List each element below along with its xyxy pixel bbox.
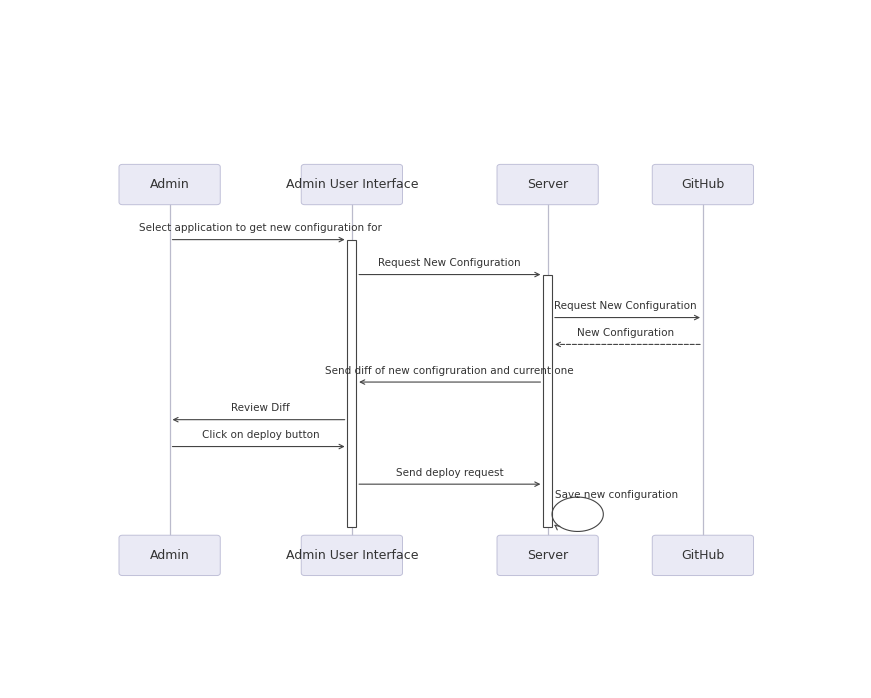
Text: Admin: Admin bbox=[150, 178, 190, 191]
Text: New Configuration: New Configuration bbox=[577, 328, 674, 338]
Bar bbox=[348, 239, 356, 527]
Text: Admin User Interface: Admin User Interface bbox=[286, 549, 418, 562]
Text: Server: Server bbox=[527, 178, 568, 191]
Text: Select application to get new configuration for: Select application to get new configurat… bbox=[139, 223, 382, 233]
Text: Send deploy request: Send deploy request bbox=[396, 468, 503, 477]
Text: Server: Server bbox=[527, 549, 568, 562]
Bar bbox=[544, 274, 552, 527]
Text: Admin: Admin bbox=[150, 549, 190, 562]
FancyBboxPatch shape bbox=[497, 165, 598, 205]
FancyBboxPatch shape bbox=[652, 535, 753, 576]
Text: Send diff of new configruration and current one: Send diff of new configruration and curr… bbox=[326, 366, 574, 376]
Text: GitHub: GitHub bbox=[681, 549, 725, 562]
Text: Request New Configuration: Request New Configuration bbox=[379, 258, 521, 268]
Text: GitHub: GitHub bbox=[681, 178, 725, 191]
Text: Click on deploy button: Click on deploy button bbox=[202, 430, 320, 440]
FancyBboxPatch shape bbox=[301, 165, 402, 205]
FancyBboxPatch shape bbox=[119, 165, 220, 205]
FancyBboxPatch shape bbox=[497, 535, 598, 576]
Text: Save new configuration: Save new configuration bbox=[556, 490, 679, 500]
FancyBboxPatch shape bbox=[119, 535, 220, 576]
Text: Admin User Interface: Admin User Interface bbox=[286, 178, 418, 191]
FancyBboxPatch shape bbox=[652, 165, 753, 205]
FancyBboxPatch shape bbox=[301, 535, 402, 576]
Text: Review Diff: Review Diff bbox=[232, 403, 290, 413]
Text: Request New Configuration: Request New Configuration bbox=[554, 301, 697, 311]
